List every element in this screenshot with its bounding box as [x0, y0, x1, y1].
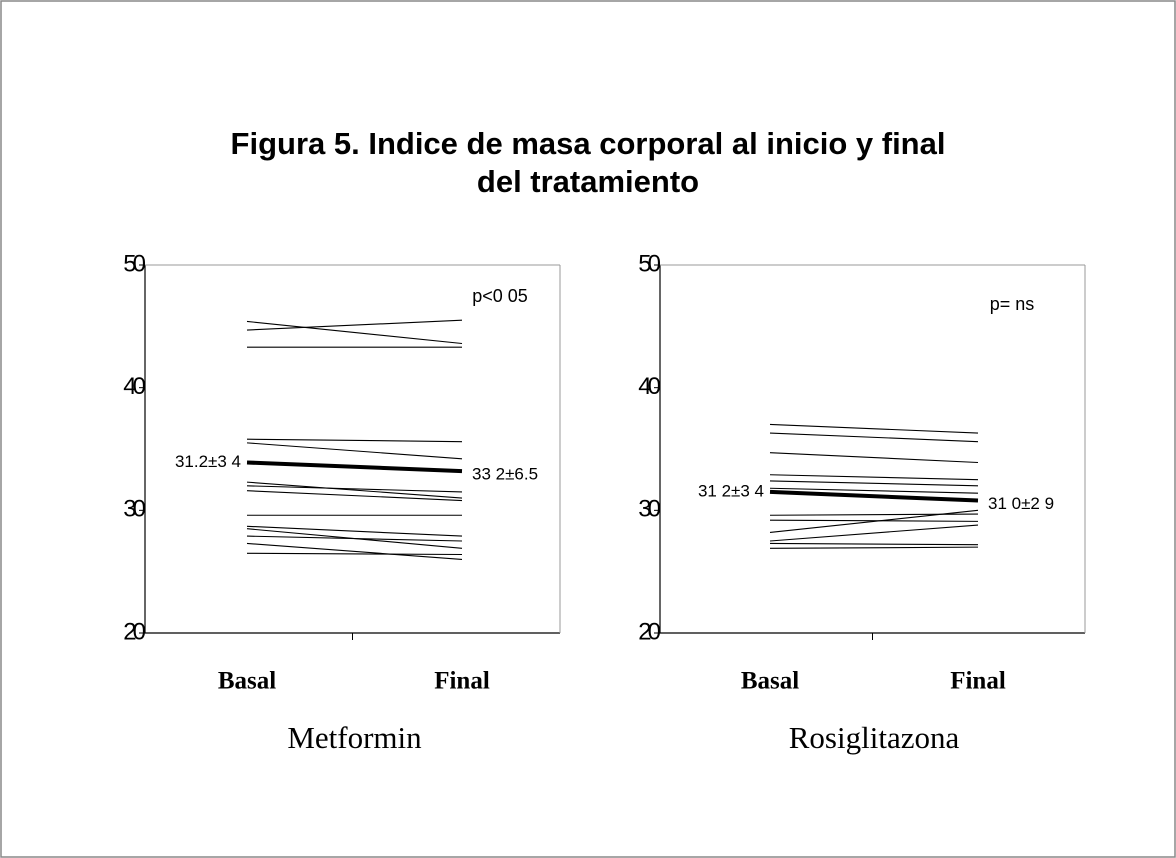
- subject-line: [769, 519, 979, 522]
- x-tick-label: Final: [950, 668, 1006, 695]
- subject-line: [769, 480, 979, 487]
- subject-line: [769, 452, 979, 464]
- x-axis-label: Rosiglitazona: [789, 720, 960, 755]
- subject-line: [246, 481, 463, 499]
- mean-label: 31 2±3 4: [698, 481, 764, 500]
- subject-line: [769, 524, 979, 542]
- annotation: p= ns: [990, 294, 1035, 314]
- annotation: p<0 05: [472, 286, 528, 306]
- subject-line: [246, 438, 463, 443]
- subject-line: [246, 535, 463, 542]
- mean-line: [769, 489, 979, 503]
- title-line: Figura 5. Indice de masa corporal al ini…: [231, 126, 946, 161]
- subject-line: [769, 487, 979, 494]
- subject-line: [246, 552, 463, 556]
- x-tick-label: Basal: [741, 668, 799, 695]
- subject-line: [246, 490, 463, 502]
- subject-line: [246, 320, 463, 345]
- subject-line: [246, 319, 463, 331]
- mean-label: 31 0±2 9: [988, 494, 1054, 513]
- mean-label: 33 2±6.5: [472, 465, 538, 484]
- title-line: del tratamiento: [477, 164, 699, 199]
- x-tick-label: Final: [434, 668, 490, 695]
- subject-line: [769, 423, 979, 434]
- subject-line: [246, 442, 463, 460]
- subject-line: [769, 509, 979, 533]
- subject-line: [769, 546, 979, 549]
- x-axis-label: Metformin: [287, 720, 422, 755]
- subject-line: [769, 542, 979, 546]
- subject-line: [769, 432, 979, 443]
- mean-line: [246, 460, 463, 474]
- subject-line: [246, 485, 463, 493]
- x-tick-label: Basal: [218, 668, 276, 695]
- subject-line: [769, 474, 979, 481]
- subject-line: [246, 525, 463, 537]
- subject-line: [246, 542, 463, 560]
- mean-label: 31.2±3 4: [175, 452, 241, 471]
- chart-title: Figura 5. Indice de masa corporal al ini…: [231, 126, 946, 199]
